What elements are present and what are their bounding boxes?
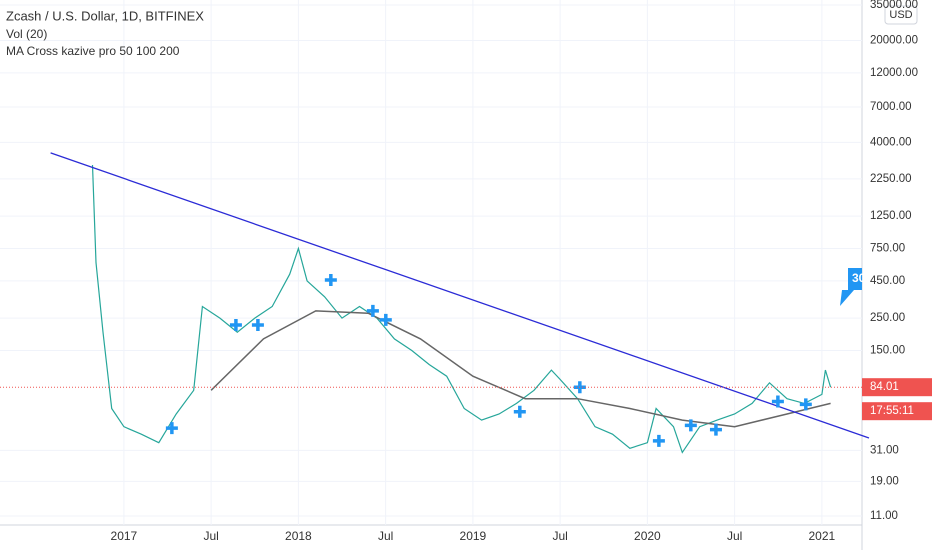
last-price-label: 84.01 — [870, 381, 899, 393]
currency-label: USD — [889, 9, 912, 21]
countdown-label: 17:55:11 — [870, 405, 914, 417]
ma-cross-marker — [652, 434, 665, 447]
plot — [0, 152, 870, 454]
y-tick-label: 450.00 — [870, 275, 905, 287]
indicator-label: Vol (20) — [6, 27, 47, 41]
y-tick-label: 12000.00 — [870, 67, 918, 79]
x-tick-label: 2017 — [111, 529, 138, 543]
ma-cross-marker — [165, 422, 178, 435]
callout-label: 30 — [852, 271, 866, 285]
ma-cross-marker — [684, 419, 697, 432]
y-tick-label: 2250.00 — [870, 173, 912, 185]
indicator-label: MA Cross kazive pro 50 100 200 — [6, 44, 180, 58]
y-tick-label: 11.00 — [870, 510, 898, 522]
y-tick-label: 31.00 — [870, 444, 899, 456]
ma-cross-marker — [771, 395, 784, 408]
y-tick-label: 1250.00 — [870, 210, 912, 222]
chart-title: Zcash / U.S. Dollar, 1D, BITFINEX — [6, 8, 204, 23]
ma-cross-marker — [366, 304, 379, 317]
y-tick-label: 4000.00 — [870, 136, 912, 148]
last-price-box — [862, 378, 932, 397]
ma-cross-marker — [709, 423, 722, 436]
x-tick-label: Jul — [727, 529, 742, 543]
currency-badge[interactable] — [884, 5, 918, 25]
trendline — [50, 152, 870, 439]
ma-cross-marker — [229, 319, 242, 332]
y-tick-label: 19.00 — [870, 475, 899, 487]
price-line — [91, 164, 832, 454]
y-tick-label: 750.00 — [870, 243, 905, 255]
ma-cross-marker — [324, 274, 337, 287]
y-tick-label: 35000.00 — [870, 0, 918, 11]
x-tick-label: 2019 — [460, 529, 487, 543]
ma-cross-marker — [251, 319, 264, 332]
x-tick-label: Jul — [552, 529, 567, 543]
x-tick-label: Jul — [203, 529, 218, 543]
x-tick-label: 2018 — [285, 529, 312, 543]
y-tick-label: 150.00 — [870, 344, 905, 356]
x-tick-label: 2021 — [809, 529, 836, 543]
axis: 35000.00 20000.00 12000.00 7000.00 4000.00 22… — [111, 0, 932, 543]
x-tick-label: Jul — [378, 529, 393, 543]
countdown-box — [862, 402, 932, 421]
y-tick-label: 250.00 — [870, 312, 905, 324]
callout — [840, 268, 862, 306]
ma-cross-marker — [513, 405, 526, 418]
price-line — [210, 310, 831, 428]
ma-cross-marker — [379, 313, 392, 326]
ma-cross-marker — [799, 398, 812, 411]
x-tick-label: 2020 — [634, 529, 661, 543]
y-tick-label: 7000.00 — [870, 101, 912, 113]
y-tick-label: 20000.00 — [870, 34, 918, 46]
grid — [0, 0, 862, 525]
